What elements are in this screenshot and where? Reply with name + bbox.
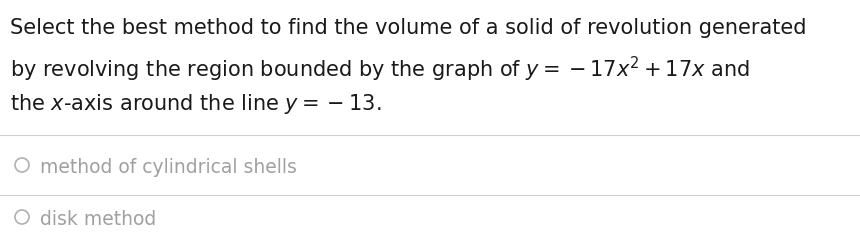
Text: method of cylindrical shells: method of cylindrical shells [40, 158, 297, 177]
Text: the $x$-axis around the line $y = -13$.: the $x$-axis around the line $y = -13$. [10, 92, 382, 116]
Text: Select the best method to find the volume of a solid of revolution generated: Select the best method to find the volum… [10, 18, 807, 38]
Text: by revolving the region bounded by the graph of $y = -17x^2 + 17x$ and: by revolving the region bounded by the g… [10, 55, 750, 84]
Text: disk method: disk method [40, 210, 157, 229]
